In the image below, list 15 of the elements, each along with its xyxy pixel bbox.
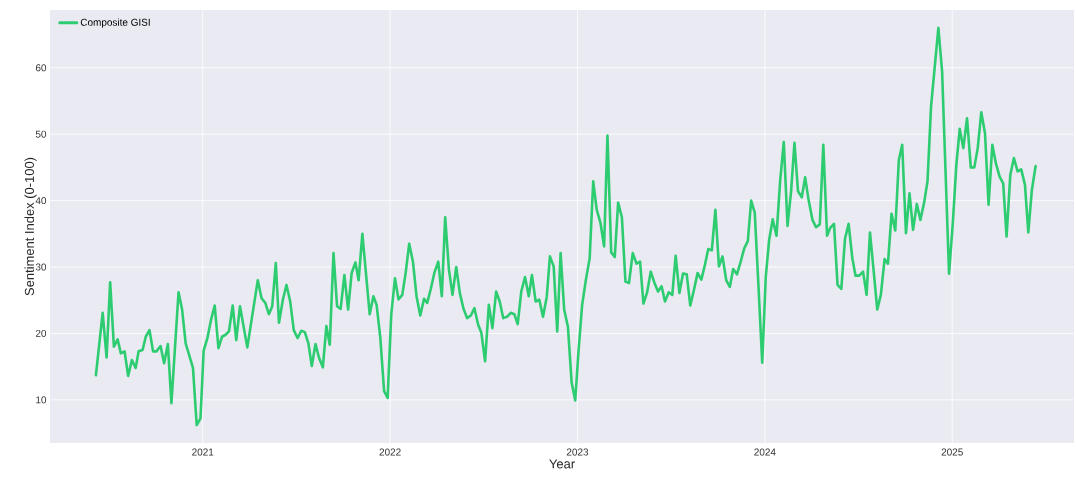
x-tick-label: 2024 (754, 448, 776, 456)
y-tick-label: 40 (35, 197, 47, 205)
x-tick-label: 2025 (941, 448, 963, 456)
legend-label: Composite GISI (80, 18, 150, 28)
y-tick-label: 30 (35, 263, 47, 271)
x-axis-title: Year (549, 459, 575, 469)
line-series (94, 26, 1037, 427)
x-tick-label: 2023 (566, 448, 589, 456)
y-tick-label: 10 (36, 396, 47, 404)
y-axis-title: Sentiment Index (0-100) (24, 157, 37, 296)
x-tick-label: 2021 (192, 448, 214, 456)
y-tick-label: 20 (35, 329, 47, 337)
x-tick-label: 2022 (379, 448, 401, 456)
y-tick-label: 50 (35, 130, 47, 138)
y-tick-label: 60 (35, 64, 47, 72)
